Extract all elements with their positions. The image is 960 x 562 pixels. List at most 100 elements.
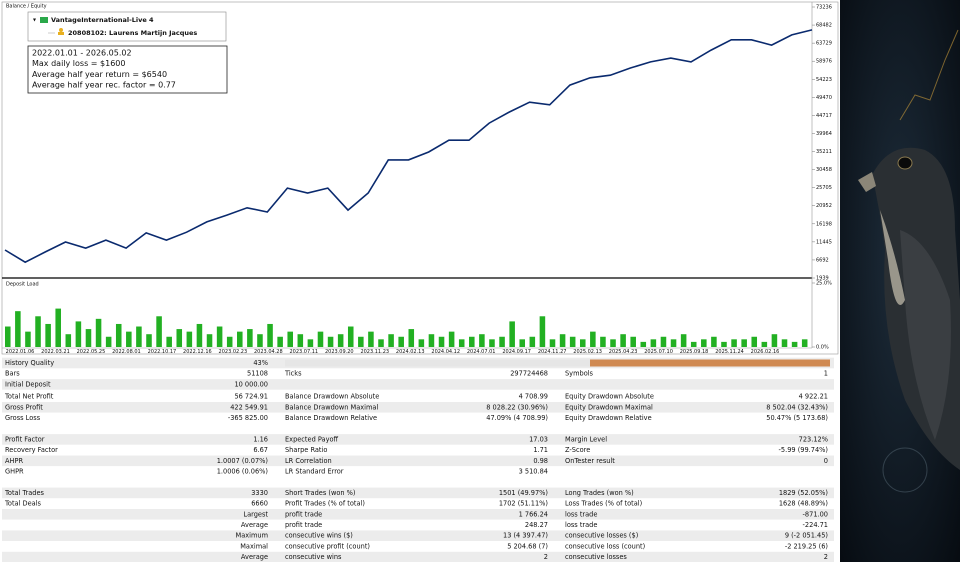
report-cell: 1702 (51.11%) (499, 500, 548, 508)
x-tick-label: 2023.07.11 (289, 349, 318, 355)
load-bar (105, 336, 112, 347)
load-bar (680, 334, 687, 347)
quality-bar (285, 359, 830, 367)
report-cell: Recovery Factor (5, 446, 58, 454)
report-cell: Balance Drawdown Absolute (285, 393, 379, 401)
report-cell: Symbols (565, 370, 594, 378)
row-stripe (2, 402, 834, 413)
report-cell: LR Correlation (285, 457, 332, 465)
load-bar (85, 329, 92, 347)
load-bar (458, 339, 465, 347)
load-bar (539, 316, 546, 347)
load-bar (35, 316, 41, 347)
report-cell: Equity Drawdown Relative (565, 414, 652, 422)
report-cell: Z-Score (565, 446, 590, 454)
report-cell: 2 (824, 553, 828, 561)
report-cell: 723.12% (799, 435, 828, 443)
load-bar (791, 341, 798, 347)
load-bar (509, 321, 515, 347)
report-cell: -224.71 (803, 521, 828, 529)
account-tree: ▾ VantageInternational-Live 4 20808102: … (27, 11, 227, 42)
report-cell: Total Trades (4, 489, 45, 497)
x-tick-label: 2025.07.10 (644, 349, 673, 355)
x-tick-label: 2024.09.17 (502, 349, 531, 355)
report-cell: 17.03 (529, 435, 548, 443)
load-bar (327, 336, 334, 347)
report-cell: 4 708.99 (519, 393, 548, 401)
report-cell: 248.27 (525, 521, 548, 529)
load-bar (25, 331, 31, 347)
y-tick-label: 30458 (816, 167, 832, 173)
balance-line (4, 29, 813, 264)
load-bar (590, 331, 596, 347)
report-cell: loss trade (565, 510, 597, 518)
load-bar (559, 334, 566, 347)
x-tick-label: 2022.03.21 (41, 349, 70, 355)
report-cell: Largest (243, 510, 268, 518)
load-bar (65, 334, 72, 347)
report-cell: -2 219.25 (6) (785, 542, 828, 550)
load-bar (640, 341, 647, 347)
row-stripe (2, 530, 834, 541)
note-line: Max daily loss = $1600 (32, 59, 125, 68)
report-cell: consecutive losses ($) (565, 532, 638, 540)
row-stripe (2, 551, 834, 562)
load-bar (600, 336, 606, 347)
report-cell: 47.09% (4 708.99) (486, 414, 548, 422)
report-cell: Profit Factor (5, 435, 45, 443)
report-cell: 1.0007 (0.07%) (217, 457, 268, 465)
y-tick-label: 16198 (816, 221, 832, 227)
report-cell: Equity Drawdown Maximal (565, 403, 653, 411)
account-name: 20808102: Laurens Martijn Jacques (68, 29, 197, 37)
server-name: VantageInternational-Live 4 (51, 16, 154, 24)
load-bar (670, 339, 677, 347)
load-bar (761, 341, 768, 347)
load-bar (701, 339, 707, 347)
load-bar (206, 334, 213, 347)
y-tick-label: 68482 (816, 23, 832, 29)
report-cell: AHPR (5, 457, 23, 465)
load-bar (75, 321, 82, 347)
row-stripe (2, 509, 834, 520)
report-cell: 2 (544, 553, 548, 561)
report-cell: consecutive wins ($) (285, 532, 353, 540)
load-bar (438, 336, 445, 347)
load-bar (15, 311, 21, 347)
x-tick-label: 2022.12.16 (183, 349, 212, 355)
row-stripe (2, 379, 834, 390)
load-bar (801, 339, 808, 347)
report-cell: 1501 (49.97%) (499, 489, 548, 497)
report-cell: consecutive profit (count) (285, 542, 370, 550)
load-bar (569, 336, 576, 347)
load-bar (115, 323, 122, 347)
report-cell: 1829 (52.05%) (779, 489, 828, 497)
report-cell: Long Trades (won %) (565, 489, 634, 497)
y-tick-label: 54223 (816, 77, 832, 83)
report-cell: Maximum (236, 532, 269, 540)
load-bar (358, 336, 364, 347)
report-cell: Gross Profit (5, 403, 43, 411)
load-bar (418, 339, 425, 347)
load-bar (45, 323, 51, 347)
report-cell: GHPR (5, 468, 24, 476)
report-cell: 8 502.04 (32.43%) (766, 403, 828, 411)
load-bar (368, 331, 374, 347)
load-bar (690, 341, 697, 347)
report-cell: 43% (253, 359, 268, 367)
y-tick-label: 25.0% (816, 281, 832, 287)
load-bar (620, 334, 626, 347)
report-cell: 4 922.21 (799, 393, 828, 401)
report-cell: Margin Level (565, 435, 607, 443)
report-cell: Balance Drawdown Maximal (285, 403, 378, 411)
report-cell: Equity Drawdown Absolute (565, 393, 654, 401)
report-cell: 5 204.68 (7) (507, 542, 548, 550)
load-bar (741, 339, 747, 347)
load-bar (771, 334, 778, 347)
x-tick-label: 2025.09.18 (680, 349, 709, 355)
row-stripe (2, 487, 834, 499)
x-tick-label: 2022.10.17 (148, 349, 177, 355)
load-bar (519, 339, 526, 347)
report-cell: 422 549.91 (230, 403, 268, 411)
report-cell: 1 (824, 370, 828, 378)
load-bar (5, 326, 11, 347)
